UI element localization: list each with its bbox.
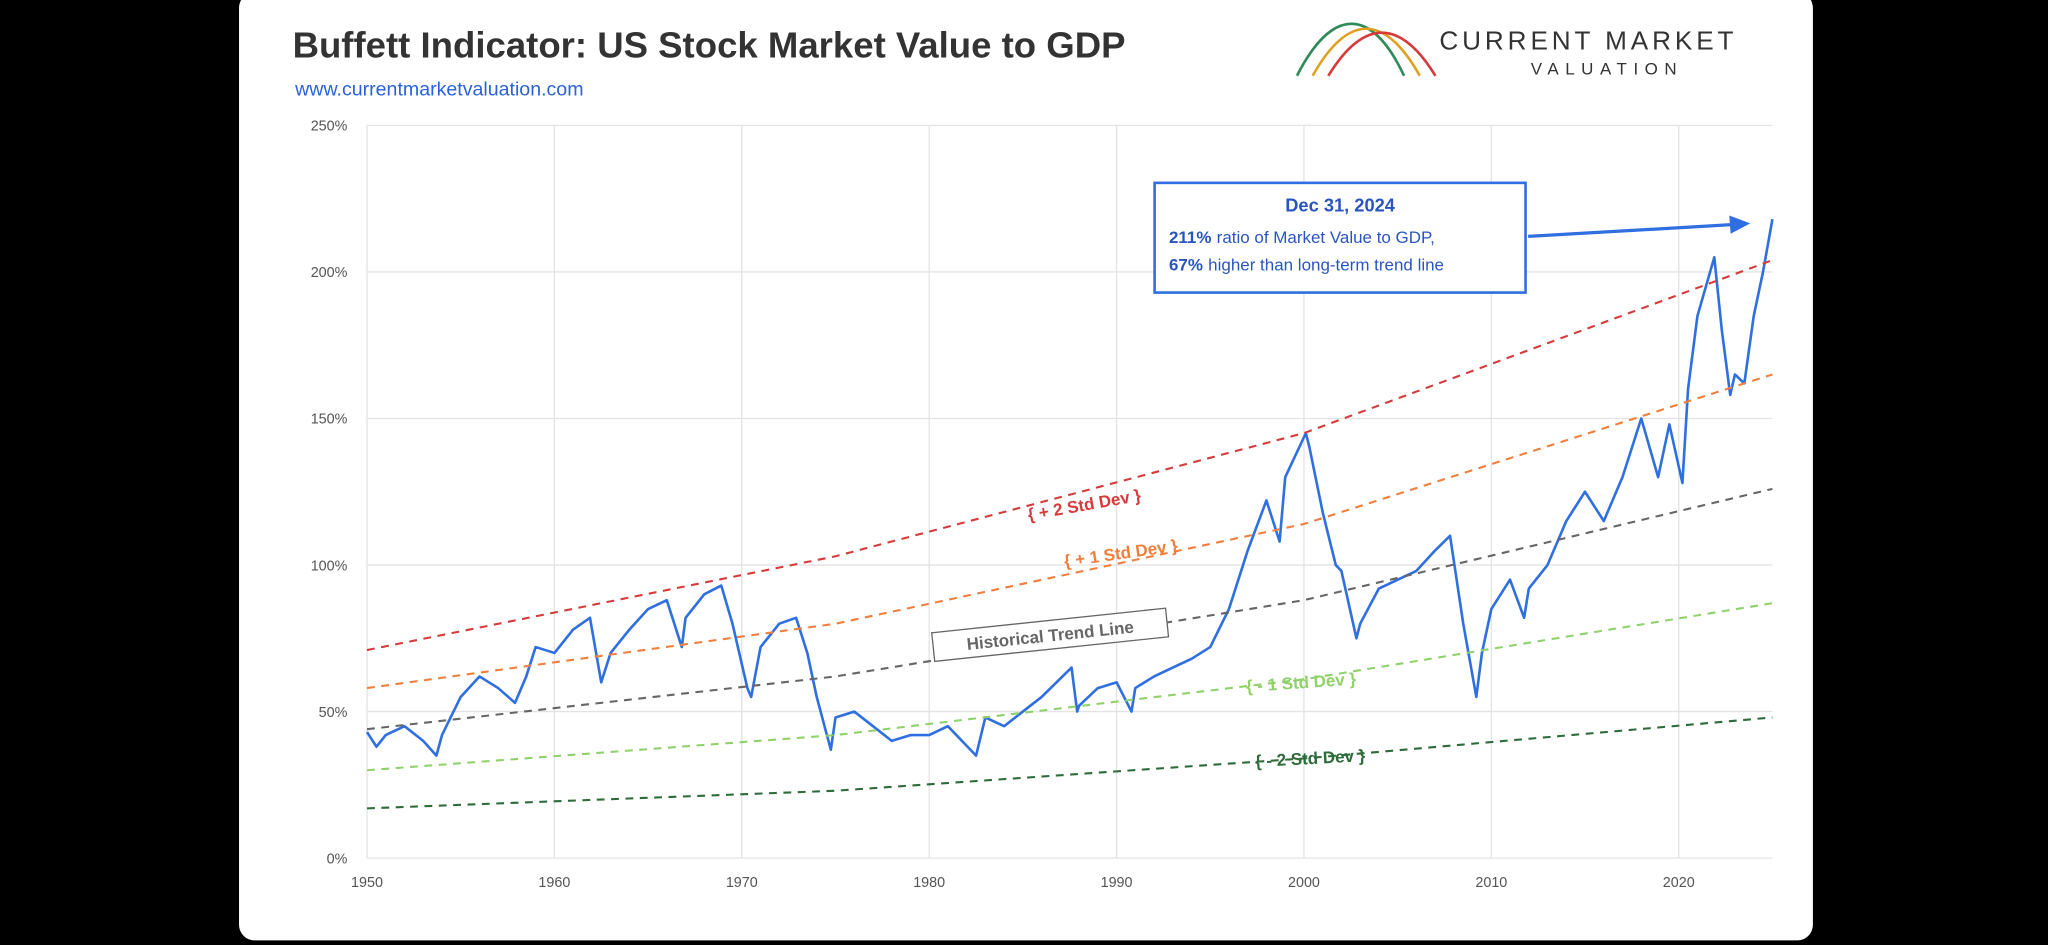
x-tick-label: 1960 xyxy=(538,875,570,891)
brand-sub: VALUATION xyxy=(1531,59,1683,78)
arrow-head xyxy=(1729,215,1751,234)
x-tick-label: 1970 xyxy=(726,875,758,891)
x-tick-label: 2020 xyxy=(1663,875,1695,891)
trend-line xyxy=(366,602,1773,772)
x-tick-label: 1980 xyxy=(913,875,945,891)
label-box xyxy=(930,607,1170,663)
annotation-bold: 211% xyxy=(1169,228,1211,247)
trend-line xyxy=(366,259,1773,652)
annotation-box xyxy=(1153,181,1527,294)
annotation-arrow xyxy=(1528,223,1733,239)
chart-title: Buffett Indicator: US Stock Market Value… xyxy=(293,24,1126,65)
y-tick-label: 150% xyxy=(311,412,348,428)
y-tick-label: 50% xyxy=(319,705,348,721)
data-line xyxy=(365,218,1774,757)
y-tick-label: 250% xyxy=(311,119,348,135)
y-tick-label: 200% xyxy=(311,265,348,281)
annotation-bold: 67% xyxy=(1169,255,1203,274)
annotation-text: higher than long-term trend line xyxy=(1208,255,1444,274)
annotation-line: 211% ratio of Market Value to GDP, xyxy=(1169,228,1435,247)
x-tick-label: 1990 xyxy=(1101,875,1133,891)
trend-line xyxy=(366,373,1773,690)
trend-line xyxy=(366,716,1773,810)
x-tick-label: 2010 xyxy=(1475,875,1507,891)
card xyxy=(239,0,1813,941)
logo xyxy=(1295,22,1437,77)
brand-name: CURRENT MARKET xyxy=(1439,26,1737,56)
annotation-text: ratio of Market Value to GDP, xyxy=(1217,228,1435,247)
y-tick-label: 100% xyxy=(311,558,348,574)
x-tick-label: 1950 xyxy=(351,875,383,891)
annotation-title: Dec 31, 2024 xyxy=(1285,195,1396,216)
y-tick-label: 0% xyxy=(327,851,348,867)
subtitle: www.currentmarketvaluation.com xyxy=(294,78,583,100)
x-tick-label: 2000 xyxy=(1288,875,1320,891)
annotation-line: 67% higher than long-term trend line xyxy=(1169,255,1444,274)
